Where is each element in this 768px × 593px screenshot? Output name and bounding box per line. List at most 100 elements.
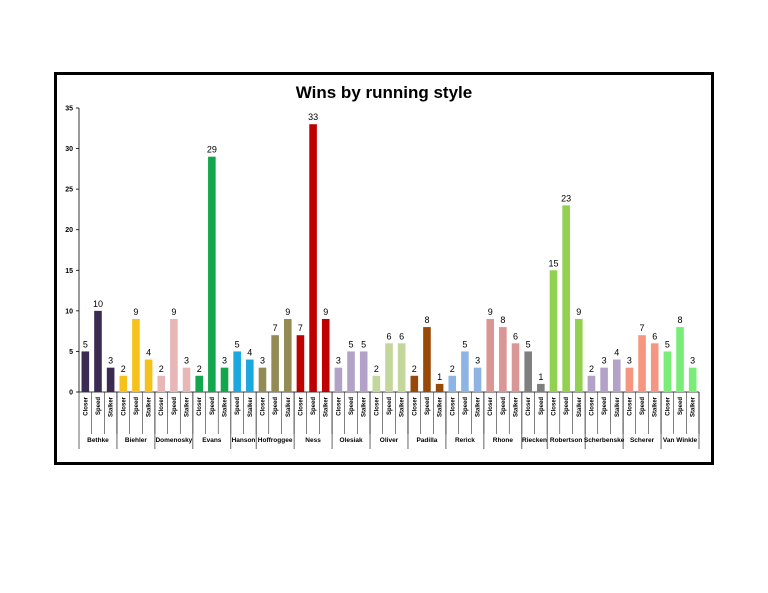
category-label: Stalker — [185, 396, 191, 417]
group-label: Domenosky — [155, 437, 192, 444]
data-label: 29 — [207, 145, 217, 155]
bar — [334, 367, 343, 392]
bar — [144, 359, 153, 392]
category-label: Closer — [197, 396, 203, 415]
bar — [233, 351, 241, 392]
bar — [309, 124, 317, 392]
bar — [562, 205, 570, 392]
bar — [511, 343, 520, 392]
data-label: 9 — [285, 307, 290, 317]
category-label: Speed — [210, 397, 216, 415]
data-label: 2 — [589, 364, 594, 374]
chart-title: Wins by running style — [295, 83, 473, 102]
data-label: 6 — [513, 331, 518, 341]
category-label: Stalker — [147, 396, 153, 417]
bar — [663, 351, 672, 392]
category-label: Closer — [551, 396, 557, 415]
data-label: 3 — [222, 356, 227, 366]
category-label: Speed — [235, 397, 241, 415]
data-label: 4 — [146, 348, 151, 358]
group-label: Riecken — [522, 437, 547, 444]
bar — [575, 318, 583, 392]
bar — [182, 367, 191, 392]
bar — [372, 375, 381, 392]
bar — [676, 327, 684, 392]
category-label: Speed — [640, 397, 646, 415]
bar — [688, 367, 697, 392]
data-label: 6 — [652, 331, 657, 341]
bar — [106, 367, 115, 392]
data-label: 7 — [273, 323, 278, 333]
category-label: Closer — [374, 396, 380, 415]
bar — [650, 343, 659, 392]
category-label: Speed — [602, 397, 608, 415]
category-label: Stalker — [248, 396, 254, 417]
data-label: 7 — [298, 323, 303, 333]
data-label: 2 — [121, 364, 126, 374]
group-label: Evans — [202, 437, 222, 444]
bar — [271, 335, 279, 392]
category-label: Closer — [627, 396, 633, 415]
category-label: Speed — [311, 397, 317, 415]
bar — [321, 318, 330, 392]
bar-chart: 051015202530355Closer10Speed3StalkerBeth… — [65, 106, 700, 449]
data-label: 2 — [450, 364, 455, 374]
data-label: 3 — [602, 356, 607, 366]
data-label: 3 — [475, 356, 480, 366]
data-label: 2 — [197, 364, 202, 374]
category-label: Stalker — [653, 396, 659, 417]
data-label: 5 — [83, 339, 88, 349]
bar — [549, 270, 558, 392]
data-label: 10 — [93, 299, 103, 309]
category-label: Stalker — [691, 396, 697, 417]
group-label: Hoffroggee — [258, 437, 293, 444]
group-label: Rhone — [493, 437, 514, 444]
bar — [296, 335, 305, 392]
category-label: Closer — [159, 396, 165, 415]
data-label: 1 — [437, 372, 442, 382]
category-label: Speed — [678, 397, 684, 415]
data-label: 23 — [561, 193, 571, 203]
category-label: Stalker — [286, 396, 292, 417]
bar — [612, 359, 621, 392]
data-label: 8 — [678, 315, 683, 325]
bar — [157, 375, 166, 392]
data-label: 9 — [488, 307, 493, 317]
category-label: Closer — [260, 396, 266, 415]
data-label: 9 — [323, 307, 328, 317]
y-tick-label: 0 — [69, 390, 73, 397]
category-label: Closer — [412, 396, 418, 415]
data-label: 3 — [184, 356, 189, 366]
bar — [448, 375, 457, 392]
category-label: Speed — [463, 397, 469, 415]
bar — [499, 327, 507, 392]
data-label: 9 — [171, 307, 176, 317]
group-label: Robertson — [550, 437, 583, 444]
y-tick-label: 10 — [65, 308, 73, 315]
y-tick-label: 35 — [65, 106, 73, 113]
category-label: Stalker — [362, 396, 368, 417]
data-label: 5 — [665, 339, 670, 349]
bar — [600, 367, 608, 392]
data-label: 9 — [133, 307, 138, 317]
y-tick-label: 20 — [65, 227, 73, 234]
category-label: Closer — [450, 396, 456, 415]
data-label: 15 — [548, 258, 558, 268]
bar — [537, 383, 545, 392]
bar — [220, 367, 229, 392]
bar — [195, 375, 203, 392]
bar — [397, 343, 406, 392]
bar — [132, 318, 140, 392]
category-label: Speed — [96, 397, 102, 415]
y-tick-label: 25 — [65, 187, 73, 194]
data-label: 7 — [640, 323, 645, 333]
bar — [486, 318, 495, 392]
data-label: 2 — [412, 364, 417, 374]
category-label: Stalker — [615, 396, 621, 417]
bar — [524, 351, 532, 392]
y-tick-label: 15 — [65, 268, 73, 275]
category-label: Stalker — [476, 396, 482, 417]
data-label: 4 — [614, 348, 619, 358]
category-label: Closer — [589, 396, 595, 415]
data-label: 2 — [374, 364, 379, 374]
